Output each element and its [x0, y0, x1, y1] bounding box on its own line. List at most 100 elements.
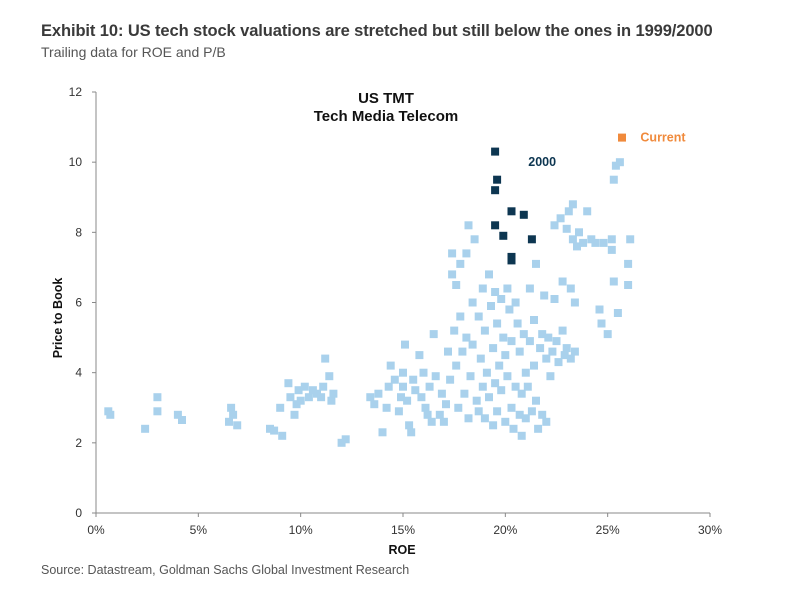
history-point: [435, 410, 444, 419]
annotation-year_2000: 2000: [528, 155, 556, 169]
history-point: [411, 386, 420, 395]
history-point: [452, 281, 461, 289]
history-point: [609, 277, 618, 286]
history-point: [470, 235, 479, 244]
year_2000-point: [507, 207, 516, 216]
history-point: [536, 344, 545, 353]
history-point: [587, 235, 596, 244]
history-point: [405, 421, 414, 430]
history-point: [556, 214, 565, 223]
history-point: [294, 386, 303, 395]
history-point: [613, 309, 622, 317]
history-point: [300, 382, 309, 391]
history-point: [444, 347, 452, 356]
history-point: [399, 382, 407, 391]
chart-annotations: 2000 Current: [528, 131, 686, 170]
history-point: [509, 424, 518, 433]
history-point: [517, 389, 526, 398]
history-point: [462, 333, 471, 342]
history-point: [337, 438, 346, 447]
history-point: [513, 319, 522, 328]
history-point: [570, 298, 579, 307]
year_2000-point: [519, 210, 528, 219]
history-point: [458, 347, 467, 356]
history-point: [489, 421, 498, 430]
annotation-current: Current: [640, 131, 686, 145]
history-point: [374, 389, 383, 398]
history-point: [532, 259, 540, 268]
history-point: [313, 389, 321, 398]
history-point: [548, 347, 557, 356]
y-tick-label: 6: [75, 296, 82, 310]
history-point: [507, 337, 516, 346]
history-point: [546, 372, 555, 381]
history-point: [501, 351, 510, 360]
series-history: [104, 158, 635, 447]
history-point: [366, 393, 375, 402]
history-point: [515, 410, 524, 419]
history-point: [437, 389, 446, 398]
y-tick-label: 8: [75, 225, 82, 239]
history-point: [591, 238, 600, 247]
history-point: [321, 354, 330, 363]
history-point: [452, 361, 461, 370]
history-point: [503, 284, 512, 293]
y-tick-label: 4: [75, 366, 82, 380]
y-axis-title: Price to Book: [51, 278, 65, 359]
history-point: [270, 426, 279, 435]
history-point: [583, 207, 592, 216]
history-point: [505, 305, 514, 314]
y-tick-label: 12: [69, 85, 83, 99]
history-point: [491, 288, 500, 296]
x-tick-label: 30%: [698, 523, 722, 537]
history-point: [425, 382, 434, 391]
history-point: [532, 396, 540, 405]
history-point: [538, 330, 547, 339]
history-point: [560, 351, 569, 360]
history-point: [521, 368, 530, 377]
history-point: [527, 407, 536, 416]
exhibit-title: Exhibit 10: US tech stock valuations are…: [41, 22, 713, 40]
history-point: [562, 224, 571, 233]
history-point: [607, 235, 616, 244]
history-point: [525, 284, 534, 293]
history-point: [564, 207, 573, 216]
history-point: [403, 396, 412, 405]
history-point: [329, 389, 338, 398]
year_2000-point: [491, 186, 500, 195]
history-point: [609, 175, 618, 184]
history-point: [419, 368, 428, 377]
history-point: [456, 259, 465, 268]
x-tick-label: 20%: [493, 523, 517, 537]
history-point: [466, 372, 475, 381]
year_2000-point: [491, 147, 500, 156]
series-current: [618, 133, 626, 142]
history-point: [497, 295, 506, 303]
history-point: [450, 326, 459, 335]
history-point: [519, 330, 528, 339]
history-point: [615, 158, 624, 167]
history-point: [476, 354, 485, 363]
history-point: [423, 410, 432, 419]
history-point: [517, 431, 526, 440]
history-point: [286, 393, 295, 402]
y-tick-label: 0: [75, 506, 82, 520]
history-point: [464, 221, 473, 230]
history-point: [573, 242, 581, 251]
history-point: [558, 326, 567, 335]
source-note: Source: Datastream, Goldman Sachs Global…: [41, 563, 410, 577]
history-point: [599, 238, 608, 247]
history-point: [454, 403, 463, 412]
x-axis-title: ROE: [388, 543, 415, 557]
year_2000-point: [491, 221, 500, 230]
current-point: [618, 133, 626, 142]
history-point: [399, 368, 407, 377]
x-tick-label: 15%: [391, 523, 415, 537]
history-point: [409, 375, 418, 384]
history-point: [442, 400, 450, 409]
history-point: [542, 417, 551, 426]
history-point: [597, 319, 606, 328]
history-point: [575, 228, 583, 237]
history-point: [317, 393, 326, 402]
